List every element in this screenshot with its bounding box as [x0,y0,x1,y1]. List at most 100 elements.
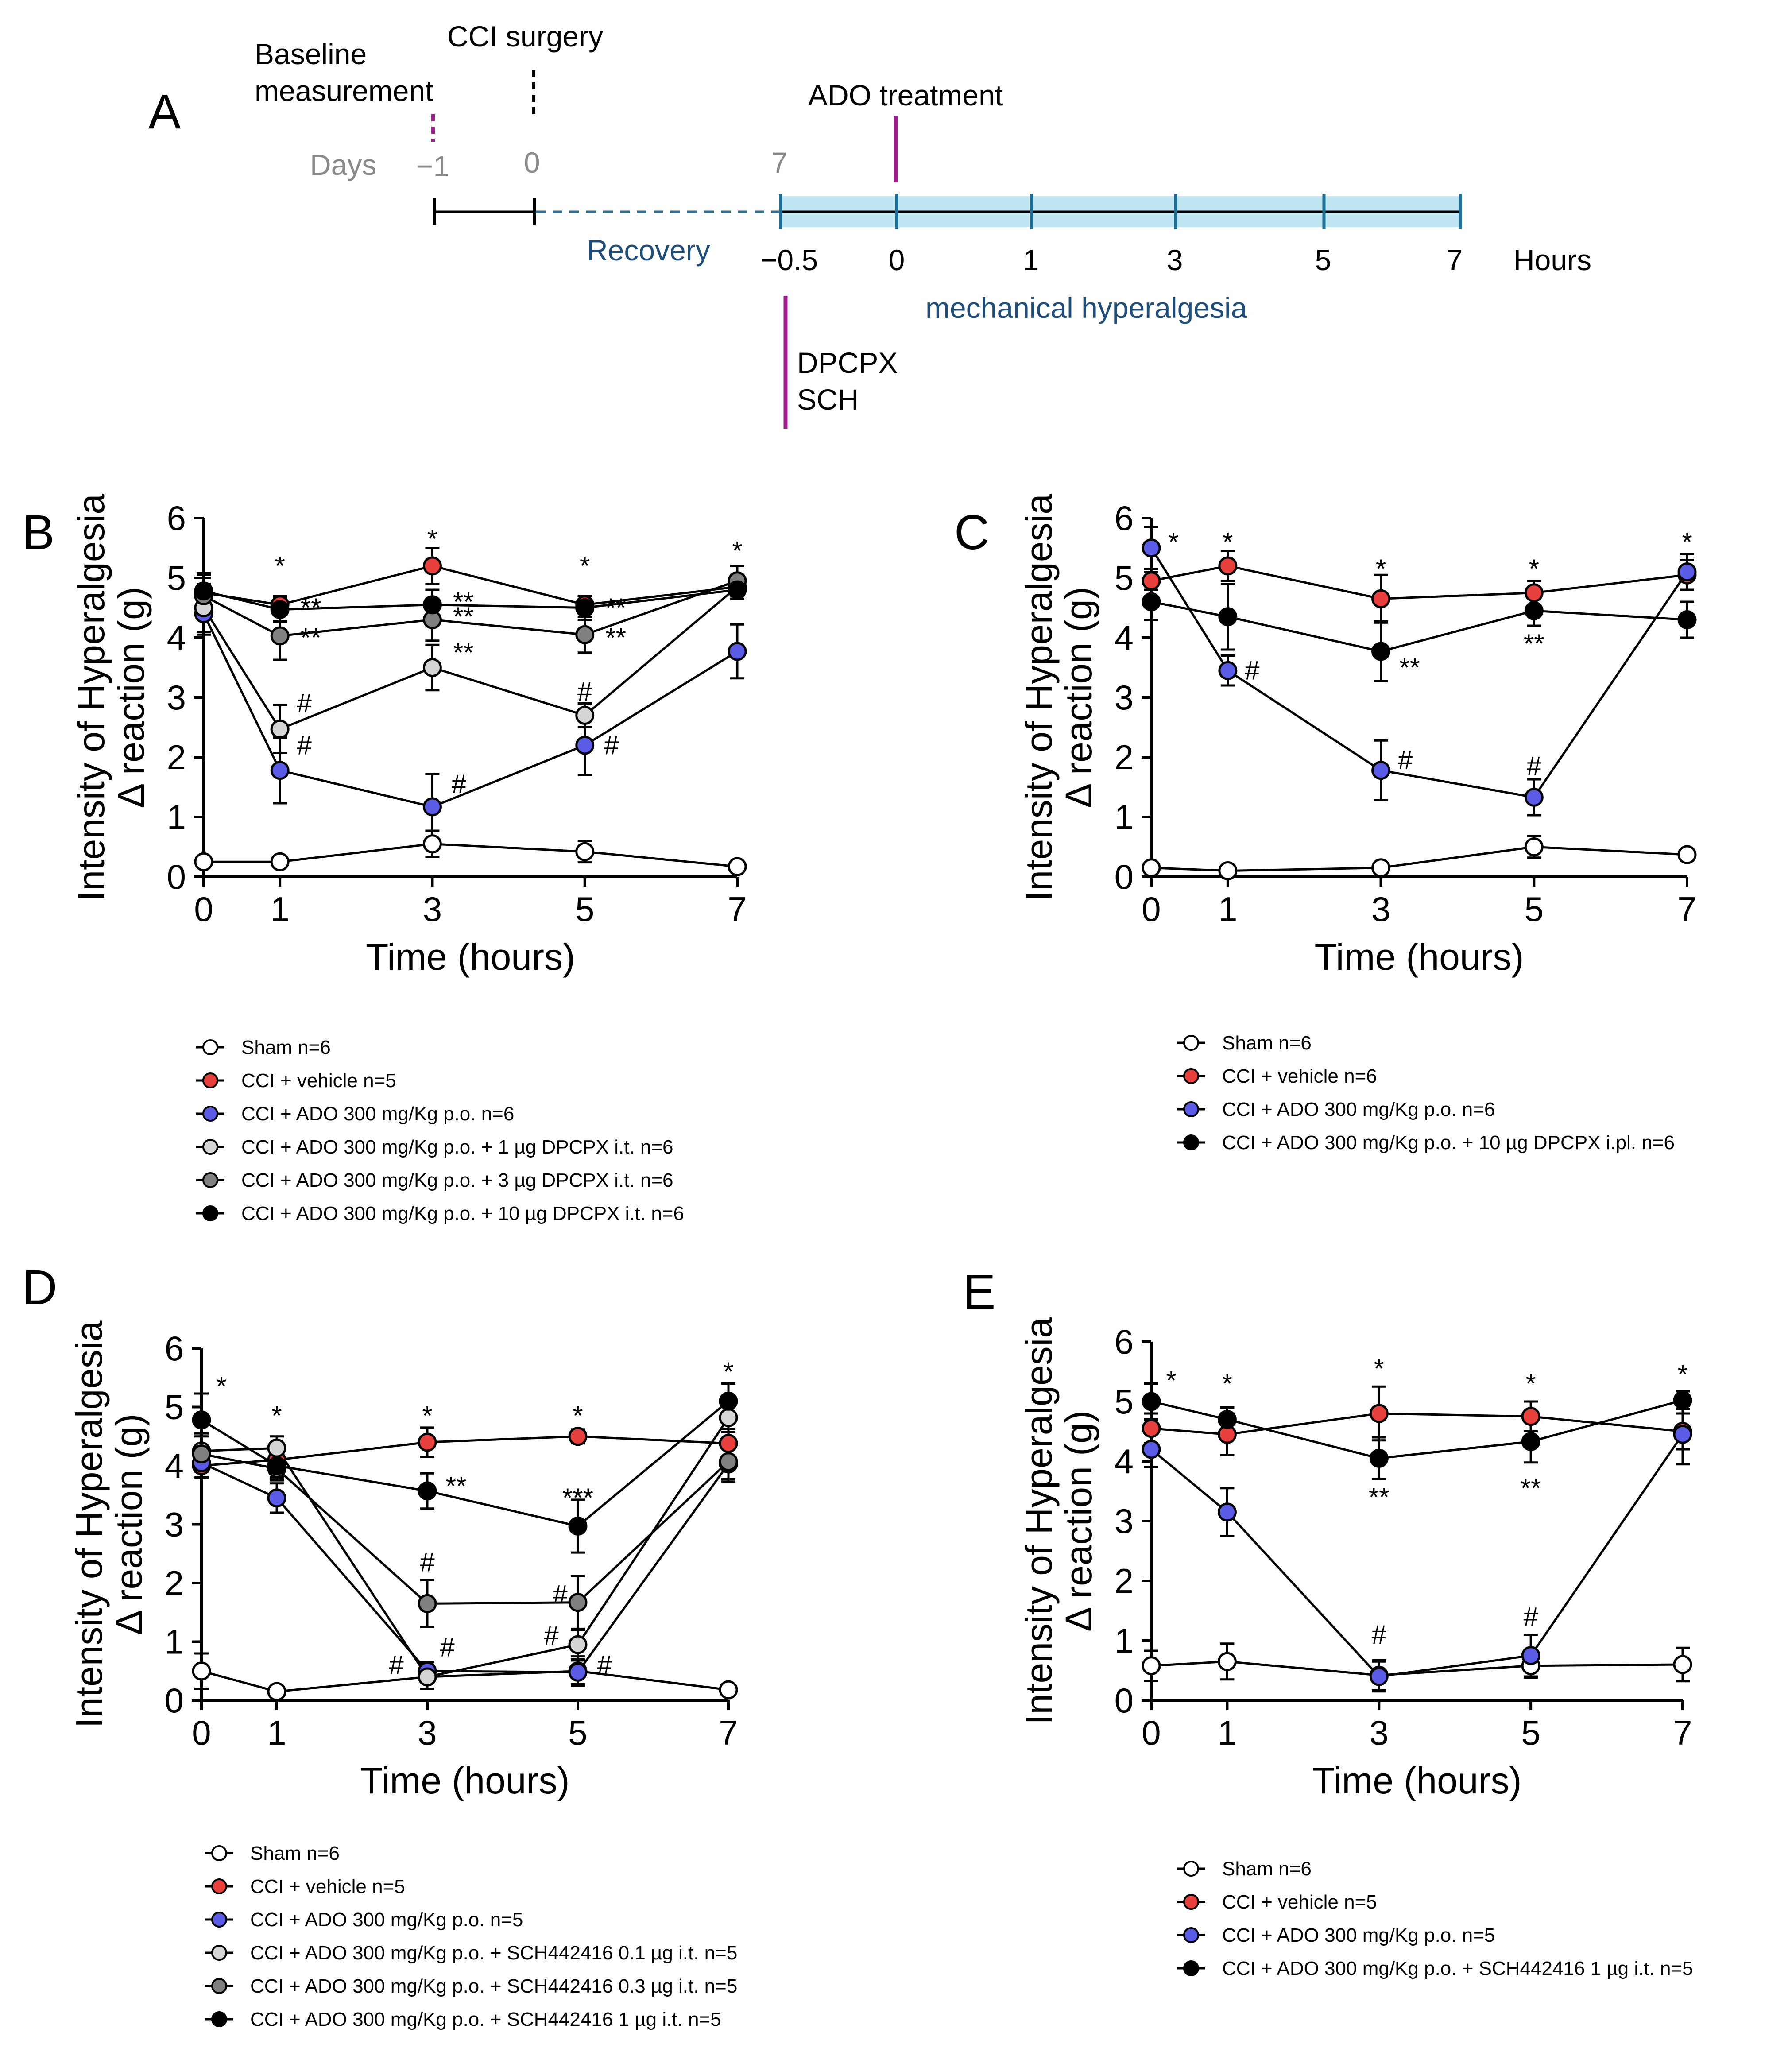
y-tick-label-e-2: 2 [1115,1561,1134,1600]
x-axis-title-d: Time (hours) [360,1760,570,1801]
data-point-d-1-3 [418,1432,437,1452]
significance-mark-b-7: ** [453,602,474,631]
significance-mark-d-11: # [544,1621,559,1650]
legend-item-b-4: CCI + ADO 300 mg/Kg p.o. + 3 µg DPCPX i.… [196,1169,673,1191]
significance-mark-b-5: ** [301,623,321,652]
y-axis-title-line2-b: Δ reaction (g) [110,587,152,808]
significance-mark-c-3: * [1529,554,1539,584]
mechanical-hyperalgesia-label: mechanical hyperalgesia [925,291,1247,324]
legend-label-e-2: CCI + ADO 300 mg/Kg p.o. n=5 [1222,1924,1495,1946]
significance-mark-e-4: * [1677,1360,1687,1390]
series-line-e-2 [1150,1433,1684,1678]
y-axis-title-line1-c: Intensity of Hyperalgesia [1018,494,1060,901]
panel-letter-e: E [963,1265,995,1319]
significance-mark-c-8: ** [1399,653,1420,682]
data-point-d-0-1 [267,1682,286,1701]
data-point-c-3-0 [1142,592,1161,612]
chart-panel-e: 0 1 2 3 4 5 6 0 1 3 5 7 Time (hours) Intensity of Hyp… [1018,1317,1693,1979]
significance-mark-b-15: # [604,730,619,760]
data-point-c-2-7 [1677,562,1697,581]
day-minus1-label: −1 [416,150,449,182]
data-point-d-3-1 [267,1438,286,1458]
y-tick-label-b-5: 5 [167,558,186,597]
y-tick-label-e-3: 3 [1115,1502,1134,1541]
significance-mark-b-11: # [297,689,312,718]
data-point-c-3-1 [1218,607,1238,627]
significance-mark-c-4: * [1682,527,1692,557]
x-tick-label-d-7: 7 [719,1713,738,1752]
baseline-label-line1: Baseline [255,38,367,70]
data-point-b-2-3 [422,797,442,817]
ado-treatment-label: ADO treatment [808,79,1003,112]
data-point-c-0-3 [1371,858,1391,878]
y-axis-title-line2-e: Δ reaction (g) [1058,1410,1099,1632]
legend-item-c-3: CCI + ADO 300 mg/Kg p.o. + 10 µg DPCPX i… [1177,1132,1675,1154]
legend-item-d-2: CCI + ADO 300 mg/Kg p.o. n=5 [205,1909,523,1931]
legend-item-e-0: Sham n=6 [1177,1858,1312,1880]
significance-mark-b-8: ** [453,638,474,667]
significance-mark-b-13: # [452,769,467,799]
data-point-b-0-0 [194,852,213,871]
legend-label-c-0: Sham n=6 [1222,1032,1312,1054]
significance-mark-e-2: * [1374,1354,1384,1383]
panel-letter-b: B [22,505,54,560]
significance-mark-e-7: # [1372,1620,1387,1649]
data-point-b-2-1 [270,761,290,780]
legend-marker-b-3 [202,1139,218,1155]
data-point-b-2-5 [575,736,595,755]
data-point-b-2-7 [728,642,747,661]
significance-mark-b-3: * [732,536,742,566]
significance-mark-b-1: * [427,524,437,554]
y-tick-label-d-6: 6 [165,1329,184,1368]
chart-panel-b: 0 1 2 3 4 5 6 0 1 3 5 7 Time (hours) Intensity of Hyp… [70,494,747,1224]
data-point-c-1-5 [1524,583,1544,603]
data-point-b-5-1 [270,600,290,619]
x-axis-title-b: Time (hours) [366,936,575,978]
x-tick-label-c-3: 3 [1371,890,1390,929]
y-axis-title-line1-e: Intensity of Hyperalgesia [1018,1317,1060,1725]
data-point-e-2-3 [1369,1667,1389,1686]
x-tick-label-b-5: 5 [575,890,594,929]
legend-label-d-0: Sham n=6 [250,1843,340,1864]
y-tick-label-c-4: 4 [1115,618,1134,657]
y-tick-label-b-0: 0 [167,857,186,896]
data-point-d-5-0 [192,1410,211,1430]
hour-label-5: 5 [1315,244,1331,276]
legend-label-e-0: Sham n=6 [1222,1858,1312,1880]
hour-label-3: 3 [1167,244,1183,276]
data-point-d-1-7 [719,1434,738,1453]
legend-item-b-1: CCI + vehicle n=5 [196,1070,396,1092]
legend-marker-b-0 [202,1039,218,1055]
significance-mark-e-6: ** [1521,1473,1541,1503]
data-point-e-0-0 [1142,1656,1161,1676]
dpcpx-label: DPCPX [797,346,898,379]
legend-marker-d-4 [211,1978,227,1994]
data-point-c-0-0 [1142,858,1161,878]
data-point-d-2-5 [568,1662,588,1682]
x-tick-label-e-1: 1 [1218,1713,1237,1752]
y-tick-label-b-2: 2 [167,738,186,777]
legend-label-b-1: CCI + vehicle n=5 [241,1070,396,1092]
significance-mark-c-7: # [1527,751,1542,781]
significance-mark-b-4: ** [301,593,321,623]
legend-marker-e-3 [1183,1960,1199,1976]
data-point-d-4-0 [192,1444,211,1463]
data-point-e-1-5 [1521,1407,1540,1426]
data-point-b-4-1 [270,626,290,646]
legend-label-c-1: CCI + vehicle n=6 [1222,1065,1377,1087]
legend-item-c-0: Sham n=6 [1177,1032,1312,1054]
data-point-b-0-1 [270,852,290,871]
y-tick-label-d-1: 1 [165,1622,184,1661]
panel-letter-c: C [954,505,989,560]
legend-label-c-3: CCI + ADO 300 mg/Kg p.o. + 10 µg DPCPX i… [1222,1132,1675,1154]
legend-label-c-2: CCI + ADO 300 mg/Kg p.o. n=6 [1222,1099,1495,1120]
legend-label-d-3: CCI + ADO 300 mg/Kg p.o. + SCH442416 0.1… [250,1942,737,1964]
significance-mark-c-6: # [1398,745,1413,775]
x-axis-title-c: Time (hours) [1315,936,1524,978]
data-point-c-0-7 [1677,845,1697,864]
data-point-b-5-5 [575,598,595,617]
legend-label-d-5: CCI + ADO 300 mg/Kg p.o. + SCH442416 1 µ… [250,2009,721,2030]
cci-surgery-label: CCI surgery [447,20,603,53]
legend-item-b-2: CCI + ADO 300 mg/Kg p.o. n=6 [196,1103,514,1125]
legend-marker-d-1 [211,1878,227,1894]
